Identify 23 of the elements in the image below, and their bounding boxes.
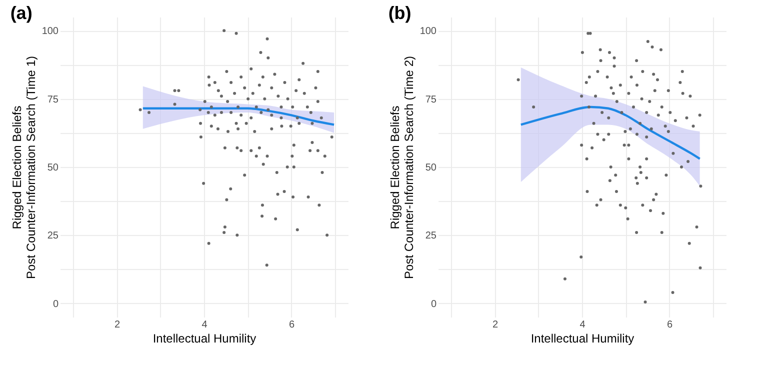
x-tick-label: 4 [202,320,208,330]
chart-title: (a) [10,3,32,23]
x-axis-title: Intellectual Humility [152,332,256,346]
y-tick-label: 25 [425,230,437,242]
x-tick-label: 6 [288,320,295,330]
y-tick-label: 50 [47,162,59,174]
y-tick-label: 0 [430,298,437,310]
y-tick-label: 75 [47,94,59,106]
y-tick-label: 100 [420,26,437,38]
x-tick-label: 2 [114,320,120,330]
y-axis-title: Rigged Election Beliefs Post Counter-Information Search (Time 1) [10,56,38,279]
x-axis-title: Intellectual Humility [530,332,634,346]
y-tick-label: 25 [47,230,59,242]
line-series [520,106,701,160]
y-tick-label: 50 [425,162,437,174]
x-tick-label: 4 [580,320,586,330]
y-tick-label: 0 [52,298,59,310]
y-tick-label: 75 [425,94,437,106]
y-axis-title: Rigged Election Beliefs Post Counter-Information Search (Time 2) [388,56,416,279]
x-tick-label: 6 [666,320,673,330]
x-tick-label: 2 [492,320,498,330]
y-tick-label: 100 [42,26,59,38]
chart-title: (b) [388,3,412,23]
